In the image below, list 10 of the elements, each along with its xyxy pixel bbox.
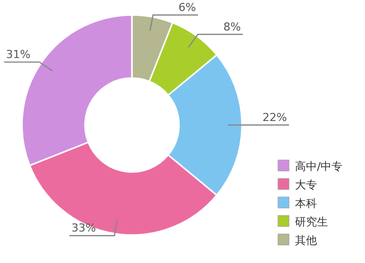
legend-label: 本科	[295, 197, 317, 210]
legend-label: 大专	[295, 178, 317, 192]
legend-label: 研究生	[295, 216, 328, 228]
data-label: 33%	[71, 222, 96, 235]
data-label: 22%	[262, 111, 287, 124]
legend-label: 高中/中专	[295, 160, 343, 173]
data-label: 8%	[223, 20, 241, 34]
legend-label: 其他	[295, 234, 317, 247]
data-label: 6%	[178, 0, 196, 14]
data-label: 31%	[6, 48, 30, 62]
